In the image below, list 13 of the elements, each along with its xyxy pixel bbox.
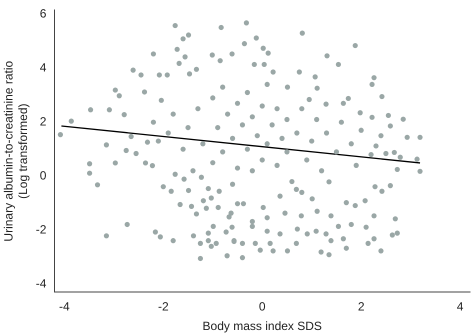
y-tick-label: 6 [40,6,47,21]
y-tick-label: 0 [40,168,47,182]
x-tick-label: 2 [358,300,365,314]
x-tick-label: 0 [258,300,266,314]
y-tick-label: -4 [36,276,47,290]
y-axis-title: Urinary albumin-to-creatinine ratio (Log transformed) [2,60,30,242]
x-axis-title: Body mass index SDS [202,319,322,334]
y-tick-label: -2 [36,222,47,236]
y-tick-label: 2 [40,114,47,129]
y-tick-label: 4 [40,60,47,75]
x-tick-label: -4 [59,300,70,314]
x-tick-label: -2 [158,300,169,314]
x-tick-label: 4 [456,300,464,314]
